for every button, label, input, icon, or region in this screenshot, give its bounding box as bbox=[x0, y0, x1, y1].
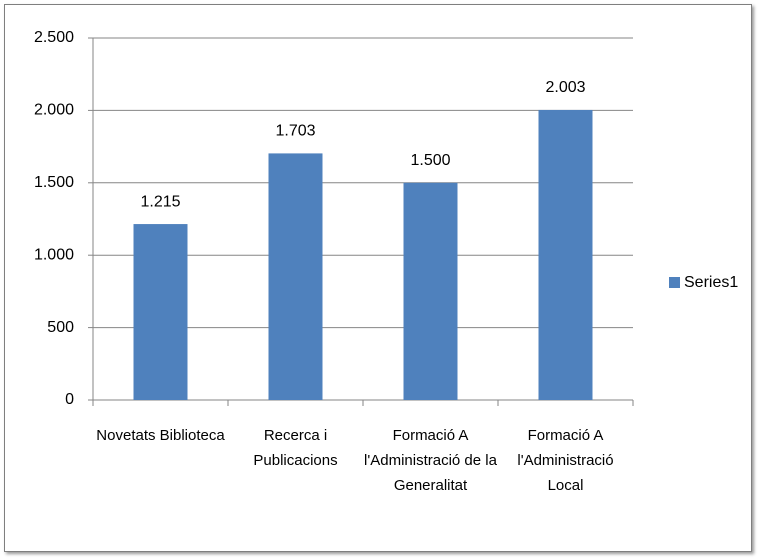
x-tick-label: Formació A l'Administració de la General… bbox=[364, 427, 497, 494]
data-label: 1.215 bbox=[140, 193, 180, 210]
y-tick-label: 2.000 bbox=[34, 102, 74, 119]
legend-label: Series1 bbox=[684, 274, 738, 291]
data-label: 2.003 bbox=[545, 79, 585, 96]
bar bbox=[538, 109, 593, 400]
x-tick-label: Formació A l'Administració Local bbox=[517, 427, 614, 494]
bar bbox=[133, 224, 188, 400]
legend-swatch bbox=[669, 277, 680, 288]
bar bbox=[403, 182, 458, 400]
bar bbox=[268, 153, 323, 400]
y-tick-label: 2.500 bbox=[34, 29, 74, 46]
y-tick-label: 1.500 bbox=[34, 174, 74, 191]
y-tick-label: 500 bbox=[47, 319, 74, 336]
data-label: 1.500 bbox=[410, 152, 450, 169]
x-tick-label: Recerca i Publicacions bbox=[253, 427, 338, 469]
x-tick-label: Novetats Biblioteca bbox=[96, 427, 225, 444]
y-tick-label: 0 bbox=[65, 391, 74, 408]
chart-frame bbox=[4, 4, 752, 552]
data-label: 1.703 bbox=[275, 123, 315, 140]
y-tick-label: 1.000 bbox=[34, 246, 74, 263]
